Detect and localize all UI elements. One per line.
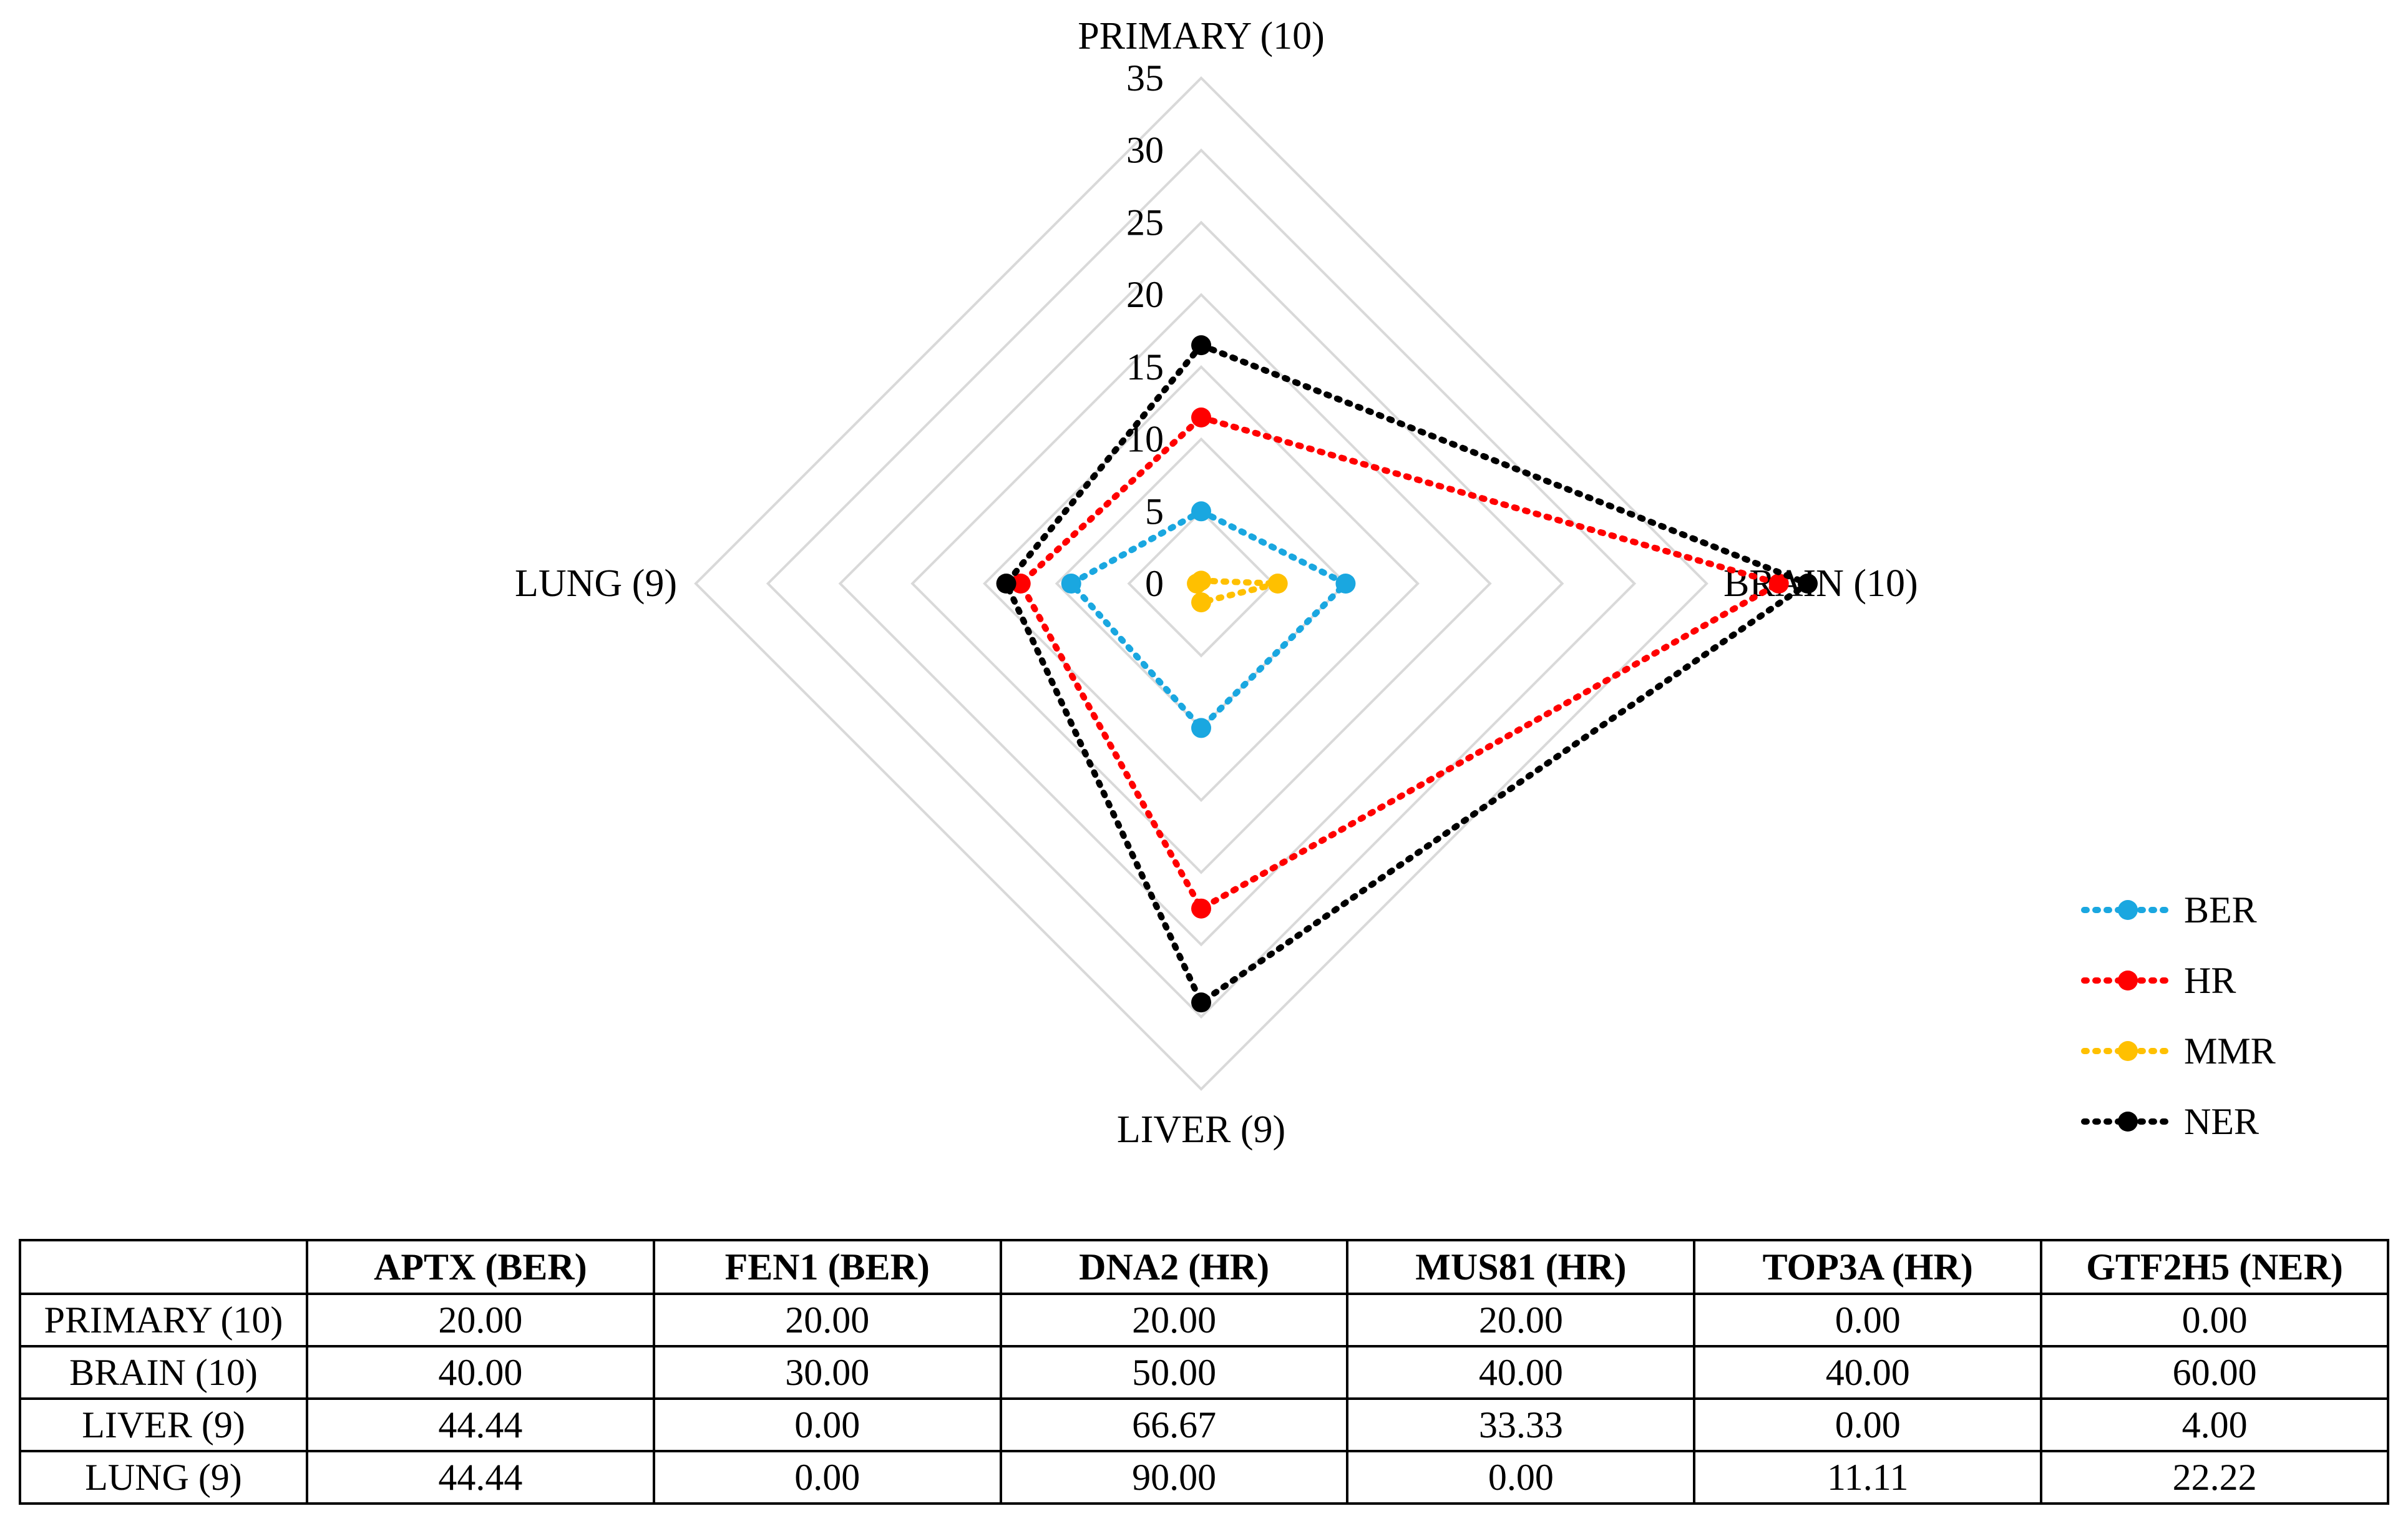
legend-label-hr: HR [2184,960,2236,1001]
series-line-ner [1002,341,1815,1007]
series-ner [996,335,1818,1013]
grid-ring-35 [694,76,1709,1091]
header-cell-fen1: FEN1 (BER) [652,1239,1002,1295]
legend-item-ber: BER [2081,889,2257,931]
row-label: BRAIN (10) [19,1345,308,1400]
legend-label-mmr: MMR [2184,1030,2276,1072]
radial-tick-labels: 0 5 10 15 20 25 30 35 [1126,57,1164,604]
tick-label-5: 5 [1145,491,1164,532]
header-cell-aptx: APTX (BER) [306,1239,655,1295]
series-line-ber [1066,507,1351,733]
table-cell: 22.22 [2040,1450,2389,1505]
category-axis-labels: PRIMARY (10) BRAIN (10) LIVER (9) LUNG (… [515,15,1918,1151]
table-cell: 33.33 [1346,1397,1696,1452]
grid-ring-25 [838,220,1564,947]
legend-label-ber: BER [2184,889,2257,931]
data-point-ner-1 [1798,574,1818,594]
table-cell: 0.00 [652,1397,1002,1452]
legend-swatch-marker [2118,900,2138,920]
table-cell: 20.00 [999,1293,1349,1347]
table-cell: 4.00 [2040,1397,2389,1452]
tick-label-35: 35 [1126,57,1164,99]
table-cell: 0.00 [2040,1293,2389,1347]
data-point-ner-0 [1191,335,1211,356]
series-line-hr [1016,414,1787,913]
row-label: PRIMARY (10) [19,1293,308,1347]
table-row: BRAIN (10) 40.00 30.00 50.00 40.00 40.00… [19,1345,2389,1400]
table-row: LIVER (9) 44.44 0.00 66.67 33.33 0.00 4.… [19,1397,2389,1452]
tick-label-15: 15 [1126,346,1164,388]
radar-chart: 0 5 10 15 20 25 30 35 PRIMARY (10) BRAIN (10) L… [515,15,2276,1151]
legend-item-hr: HR [2081,960,2236,1001]
data-point-hr-3 [1010,574,1031,594]
table-header-row: APTX (BER) FEN1 (BER) DNA2 (HR) MUS81 (H… [19,1239,2389,1295]
table-cell: 66.67 [999,1397,1349,1452]
axis-label-lung: LUNG (9) [515,562,677,605]
table-row: LUNG (9) 44.44 0.00 90.00 0.00 11.11 22.… [19,1450,2389,1505]
data-point-hr-0 [1191,407,1211,428]
legend-item-mmr: MMR [2081,1030,2276,1072]
legend-item-ner: NER [2081,1101,2259,1142]
tick-label-30: 30 [1126,130,1164,171]
grid-ring-20 [910,293,1492,874]
data-point-ber-1 [1335,574,1356,594]
axis-label-liver: LIVER (9) [1117,1108,1285,1151]
table-cell: 0.00 [1693,1397,2043,1452]
legend: BER HR MMR NER [2081,889,2276,1142]
table-cell: 60.00 [2040,1345,2389,1400]
header-cell-top3a: TOP3A (HR) [1693,1239,2043,1295]
table-cell: 20.00 [1346,1293,1696,1347]
data-table: APTX (BER) FEN1 (BER) DNA2 (HR) MUS81 (H… [19,1239,2389,1505]
table-cell: 0.00 [1346,1450,1696,1505]
legend-label-ner: NER [2184,1101,2259,1142]
grid-ring-30 [766,148,1637,1019]
data-point-hr-1 [1768,574,1789,594]
data-point-hr-2 [1191,898,1211,919]
data-point-mmr-2 [1191,592,1211,613]
legend-swatch-marker [2118,971,2138,990]
header-cell-gtf2h5: GTF2H5 (NER) [2040,1239,2389,1295]
table-cell: 20.00 [306,1293,655,1347]
series-ber [1061,501,1356,738]
grid-ring-5 [1127,509,1275,658]
row-label: LUNG (9) [19,1450,308,1505]
table-cell: 50.00 [999,1345,1349,1400]
tick-label-20: 20 [1126,274,1164,315]
series-mmr [1187,570,1288,613]
row-label: LIVER (9) [19,1397,308,1452]
table-cell: 44.44 [306,1397,655,1452]
table-row: PRIMARY (10) 20.00 20.00 20.00 20.00 0.0… [19,1293,2389,1347]
table-cell: 44.44 [306,1450,655,1505]
data-point-mmr-1 [1267,574,1288,594]
table-cell: 0.00 [652,1450,1002,1505]
table-cell: 40.00 [306,1345,655,1400]
table-cell: 30.00 [652,1345,1002,1400]
legend-swatch-marker [2118,1112,2138,1132]
table-cell: 40.00 [1346,1345,1696,1400]
series-hr [1010,407,1789,919]
legend-swatch-marker [2118,1041,2138,1061]
header-cell-mus81: MUS81 (HR) [1346,1239,1696,1295]
table-cell: 20.00 [652,1293,1002,1347]
tick-label-10: 10 [1126,419,1164,460]
table-cell: 0.00 [1693,1293,2043,1347]
data-point-ber-3 [1061,574,1081,594]
radar-series [996,335,1818,1013]
data-point-ber-2 [1191,718,1211,738]
tick-label-0: 0 [1145,563,1164,604]
tick-label-25: 25 [1126,202,1164,243]
table-cell: 11.11 [1693,1450,2043,1505]
header-cell-empty [19,1239,308,1295]
axis-label-primary: PRIMARY (10) [1078,15,1325,57]
table-cell: 90.00 [999,1450,1349,1505]
data-point-ber-0 [1191,501,1211,522]
data-point-mmr-3 [1187,574,1207,594]
data-point-ner-3 [996,574,1016,594]
header-cell-dna2: DNA2 (HR) [999,1239,1349,1295]
data-point-ner-2 [1191,992,1211,1013]
grid-ring-15 [983,365,1420,802]
radar-grid [694,76,1709,1091]
table-cell: 40.00 [1693,1345,2043,1400]
